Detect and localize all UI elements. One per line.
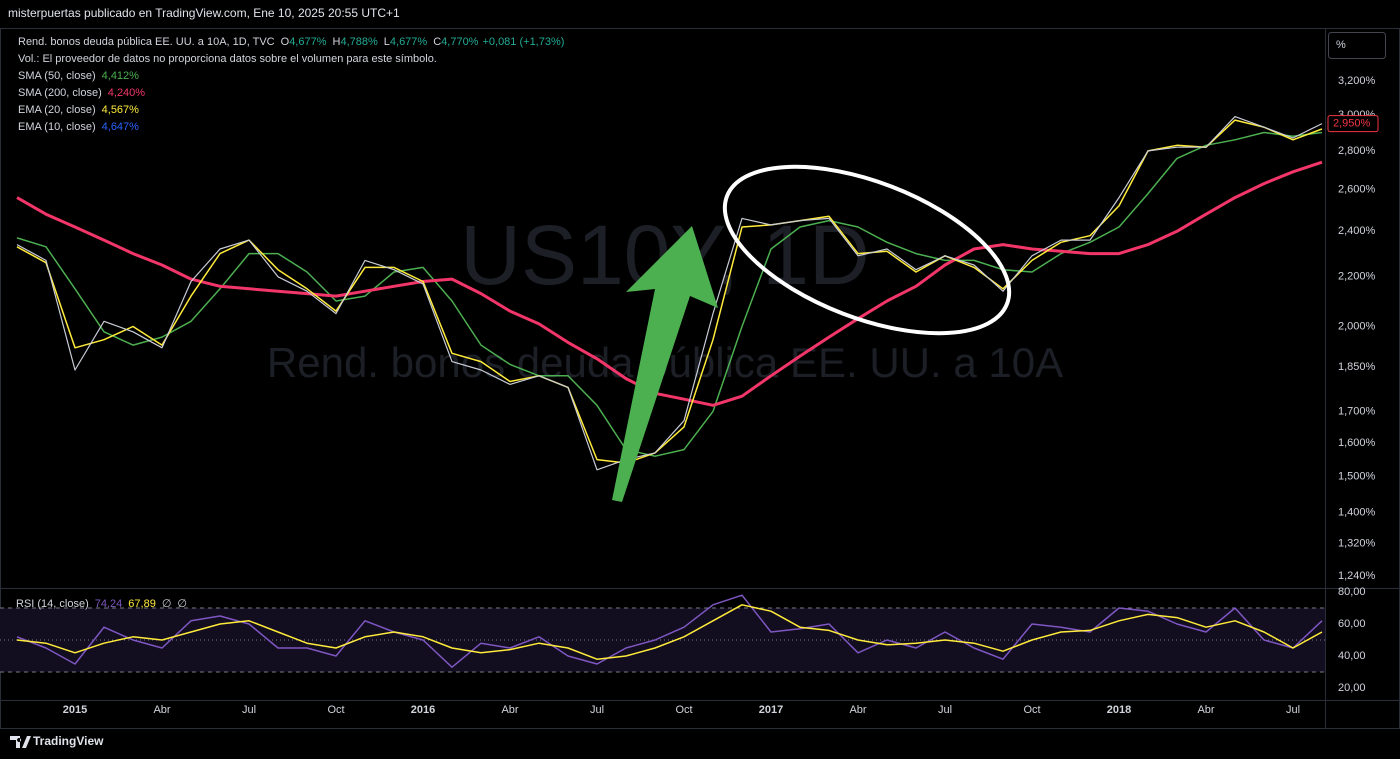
rsi-legend-name: RSI (14, close) — [16, 598, 89, 610]
rsi-tick-label: 20,00 — [1338, 682, 1366, 694]
price-pane — [16, 116, 1323, 471]
y-tick-label: 2,800% — [1338, 145, 1376, 157]
publisher: misterpuertas publicado en TradingView.c… — [8, 6, 400, 20]
drawings — [612, 164, 1012, 502]
ohlc-key: H — [333, 36, 341, 48]
brand: TradingView — [33, 734, 104, 748]
y-tick-label: 1,850% — [1338, 361, 1376, 373]
change: +0,081 (+1,73%) — [482, 36, 564, 48]
ohlc-value: 4,770% — [441, 36, 479, 48]
legend-entry: SMA (50, close) 4,412% — [18, 70, 139, 82]
rsi-legend-value: 67,89 — [128, 598, 156, 610]
series-line — [16, 131, 1323, 457]
arrow-drawing — [612, 226, 718, 502]
price-line — [16, 116, 1323, 471]
legend-value: 4,240% — [108, 87, 146, 99]
ohlc-value: 4,788% — [340, 36, 378, 48]
x-tick-label: Jul — [590, 704, 604, 716]
axes: 1,240% 1,320% 1,400% 1,500% 1,600% 1,700% 1,85… — [63, 75, 1379, 716]
series-line — [16, 594, 1323, 668]
volume-note: Vol.: El proveedor de datos no proporcio… — [18, 53, 437, 65]
legend: SMA (50, close) 4,412%SMA (200, close) 4,2… — [18, 70, 145, 133]
legend-entry: EMA (20, close) 4,567% — [18, 104, 139, 116]
x-tick-label: 2015 — [63, 704, 87, 716]
legend-value: 4,567% — [102, 104, 140, 116]
rsi-legend-extra: ∅ — [177, 598, 187, 610]
legend-entry: EMA (10, close) 4,647% — [18, 121, 139, 133]
x-tick-label: Jul — [938, 704, 952, 716]
legend-name: EMA (20, close) — [18, 104, 96, 116]
rsi-legend-value: 74,24 — [95, 598, 123, 610]
rsi-legend-extra: ∅ — [162, 598, 172, 610]
y-tick-label: 2,400% — [1338, 225, 1376, 237]
rsi-legend: RSI (14, close) 74,24 67,89 ∅ ∅ — [16, 598, 187, 610]
last-price-box — [1327, 115, 1379, 133]
y-tick-label: 2,200% — [1338, 271, 1376, 283]
y-tick-label: 2,000% — [1338, 320, 1376, 332]
ohlc-line: Rend. bonos deuda pública EE. UU. a 10A,… — [18, 36, 564, 48]
ohlc-key: O — [281, 36, 290, 48]
rsi-tick-label: 60,00 — [1338, 618, 1366, 630]
legend-name: SMA (200, close) — [18, 87, 102, 99]
ohlc-key: L — [384, 36, 390, 48]
legend-value: 4,412% — [102, 70, 140, 82]
scale-button-label[interactable]: % — [1336, 39, 1346, 51]
y-tick-label: 3,200% — [1338, 75, 1376, 87]
ohlc-value: 4,677% — [289, 36, 327, 48]
rsi-band — [0, 608, 1325, 672]
x-tick-label: Jul — [242, 704, 256, 716]
ohlc-key: C — [433, 36, 441, 48]
y-tick-label: 1,500% — [1338, 471, 1376, 483]
rsi-tick-label: 80,00 — [1338, 586, 1366, 598]
x-tick-label: Abr — [501, 704, 518, 716]
legend-value: 4,647% — [102, 121, 140, 133]
symbol-title: Rend. bonos deuda pública EE. UU. a 10A,… — [18, 36, 275, 48]
x-tick-label: 2018 — [1107, 704, 1131, 716]
legend-name: EMA (10, close) — [18, 121, 96, 133]
footer: TradingView — [10, 734, 104, 748]
x-tick-label: 2017 — [759, 704, 783, 716]
rsi-tick-label: 40,00 — [1338, 650, 1366, 662]
x-tick-label: Oct — [327, 704, 344, 716]
y-tick-label: 1,240% — [1338, 570, 1376, 582]
y-tick-label: 1,700% — [1338, 405, 1376, 417]
series-line — [16, 604, 1323, 660]
x-tick-label: Oct — [1023, 704, 1040, 716]
x-tick-label: 2016 — [411, 704, 435, 716]
y-tick-label: 1,600% — [1338, 437, 1376, 449]
y-tick-label: 2,600% — [1338, 183, 1376, 195]
x-tick-label: Abr — [153, 704, 170, 716]
x-tick-label: Oct — [675, 704, 692, 716]
brand-logo — [10, 736, 31, 748]
series-line — [16, 160, 1323, 407]
legend-entry: SMA (200, close) 4,240% — [18, 87, 145, 99]
x-tick-label: Jul — [1286, 704, 1300, 716]
x-tick-label: Abr — [849, 704, 866, 716]
header: Rend. bonos deuda pública EE. UU. a 10A,… — [16, 36, 564, 610]
legend-name: SMA (50, close) — [18, 70, 96, 82]
last-price-label: 2,950% — [1333, 118, 1371, 130]
y-tick-label: 1,400% — [1338, 507, 1376, 519]
ohlc: O4,677% H4,788% L4,677% C4,770% — [281, 36, 479, 48]
series-line — [16, 119, 1323, 464]
ellipse-drawing — [722, 164, 1012, 336]
scale-button[interactable] — [1328, 32, 1386, 59]
rsi-pane — [0, 594, 1325, 673]
y-tick-label: 1,320% — [1338, 537, 1376, 549]
x-tick-label: Abr — [1197, 704, 1214, 716]
ohlc-value: 4,677% — [390, 36, 428, 48]
